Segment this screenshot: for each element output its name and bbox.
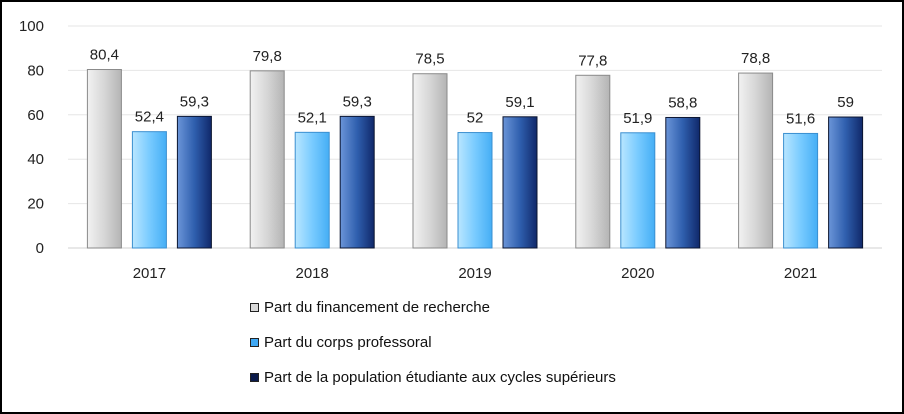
data-label: 79,8 <box>253 48 282 65</box>
data-label: 59,3 <box>180 93 209 110</box>
data-label: 59,1 <box>505 94 534 111</box>
data-label: 77,8 <box>578 52 607 69</box>
bars <box>86 69 864 249</box>
legend-swatch-graduate-students <box>250 372 259 382</box>
data-label: 52,1 <box>298 109 327 126</box>
y-tick-label: 60 <box>27 107 44 124</box>
x-tick-label: 2019 <box>458 265 491 282</box>
data-label: 52 <box>467 110 484 127</box>
data-label: 59 <box>837 94 854 111</box>
y-tick-label: 20 <box>27 196 44 213</box>
x-tick-label: 2021 <box>784 265 817 282</box>
bar <box>828 116 864 249</box>
bar <box>294 131 330 249</box>
y-tick-label: 80 <box>27 62 44 79</box>
bar <box>575 74 611 249</box>
data-label: 78,5 <box>415 51 444 68</box>
data-label: 80,4 <box>90 47 119 64</box>
bar <box>783 132 819 249</box>
legend-swatch-faculty <box>250 337 259 347</box>
x-tick-label: 2020 <box>621 265 654 282</box>
bar <box>620 132 656 249</box>
data-label: 59,3 <box>343 93 372 110</box>
data-label: 51,9 <box>623 110 652 127</box>
y-axis-ticks: 0 20 40 60 80 100 <box>19 18 44 257</box>
x-tick-label: 2017 <box>133 265 166 282</box>
bar <box>412 73 448 249</box>
data-label: 78,8 <box>741 50 770 67</box>
y-tick-label: 100 <box>19 18 44 35</box>
data-label: 58,8 <box>668 94 697 111</box>
bar <box>665 116 701 249</box>
bar <box>457 132 493 249</box>
legend-swatch-research-funding <box>250 302 259 312</box>
y-tick-label: 0 <box>36 240 44 257</box>
data-label: 52,4 <box>135 109 164 126</box>
bar <box>86 69 122 249</box>
bar <box>502 116 538 249</box>
x-axis-ticks: 2017 2018 2019 2020 2021 <box>133 265 818 282</box>
x-tick-label: 2018 <box>296 265 329 282</box>
legend-label: Part du corps professoral <box>264 333 432 351</box>
bar <box>176 115 212 249</box>
bar <box>249 70 285 249</box>
legend-item-research-funding: Part du financement de recherche <box>250 298 490 316</box>
data-label: 51,6 <box>786 110 815 127</box>
data-labels: 80,4 52,4 59,3 79,8 52,1 59,3 78,5 52 59,1 77,8 51… <box>90 47 854 128</box>
bar <box>738 72 774 249</box>
legend-item-faculty: Part du corps professoral <box>250 333 432 351</box>
legend-label: Part de la population étudiante aux cycl… <box>264 368 616 386</box>
bar <box>131 131 167 249</box>
bar <box>339 115 375 249</box>
legend-label: Part du financement de recherche <box>264 298 490 316</box>
legend-item-graduate-students: Part de la population étudiante aux cycl… <box>250 368 616 386</box>
y-tick-label: 40 <box>27 151 44 168</box>
